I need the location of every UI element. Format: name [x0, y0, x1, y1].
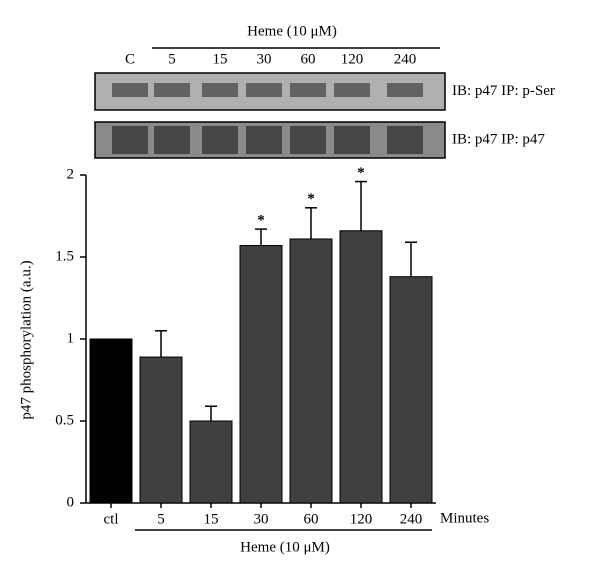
bar — [139, 356, 183, 504]
blot-band — [246, 126, 282, 154]
blot-band — [154, 126, 190, 154]
blot-row-label: IB: p47 IP: p47 — [452, 131, 545, 147]
x-tick-label: 5 — [157, 511, 165, 527]
bar — [389, 276, 433, 504]
blot-lane-label: 15 — [213, 51, 228, 67]
y-axis-label: p47 phosphorylation (a.u.) — [18, 260, 34, 419]
blot-row-label: IB: p47 IP: p-Ser — [452, 83, 555, 99]
blot-band — [290, 126, 326, 154]
significance-marker: * — [357, 165, 365, 181]
x-tick-label: 60 — [304, 511, 319, 527]
bar — [289, 238, 333, 504]
y-tick-label: 1 — [67, 330, 75, 346]
blot-band — [334, 83, 370, 97]
blot-lane-label: C — [125, 51, 135, 67]
blot-treatment: Heme (10 μM) — [247, 23, 337, 39]
y-tick-label: 0.5 — [55, 412, 74, 428]
blot-band — [154, 83, 190, 97]
treatment-label: Heme (10 μM) — [240, 539, 330, 555]
x-tick-label: 240 — [400, 511, 423, 527]
blot-band — [290, 83, 326, 97]
x-axis-label: Minutes — [440, 510, 489, 526]
bar — [239, 245, 283, 504]
blot-lane-label: 5 — [168, 51, 176, 67]
blot-band — [112, 83, 148, 97]
x-tick-label: 15 — [204, 511, 219, 527]
blot-lane-label: 60 — [301, 51, 316, 67]
significance-marker: * — [307, 191, 315, 207]
blot-band — [202, 126, 238, 154]
y-tick-label: 1.5 — [55, 248, 74, 264]
blot-lane-label: 120 — [341, 51, 364, 67]
blot-lane-label: 240 — [394, 51, 417, 67]
x-tick-label: 120 — [350, 511, 373, 527]
bar — [339, 230, 383, 504]
bar — [189, 420, 233, 504]
blot-band — [202, 83, 238, 97]
blot-band — [387, 126, 423, 154]
blot-band — [246, 83, 282, 97]
significance-marker: * — [257, 213, 265, 229]
blot-band — [387, 83, 423, 97]
bar — [89, 338, 133, 504]
blot-lane-label: 30 — [257, 51, 272, 67]
x-tick-label: 30 — [254, 511, 269, 527]
y-tick-label: 0 — [67, 494, 75, 510]
blot-band — [334, 126, 370, 154]
blot-band — [112, 126, 148, 154]
y-tick-label: 2 — [67, 166, 75, 182]
x-tick-label: ctl — [104, 511, 119, 527]
